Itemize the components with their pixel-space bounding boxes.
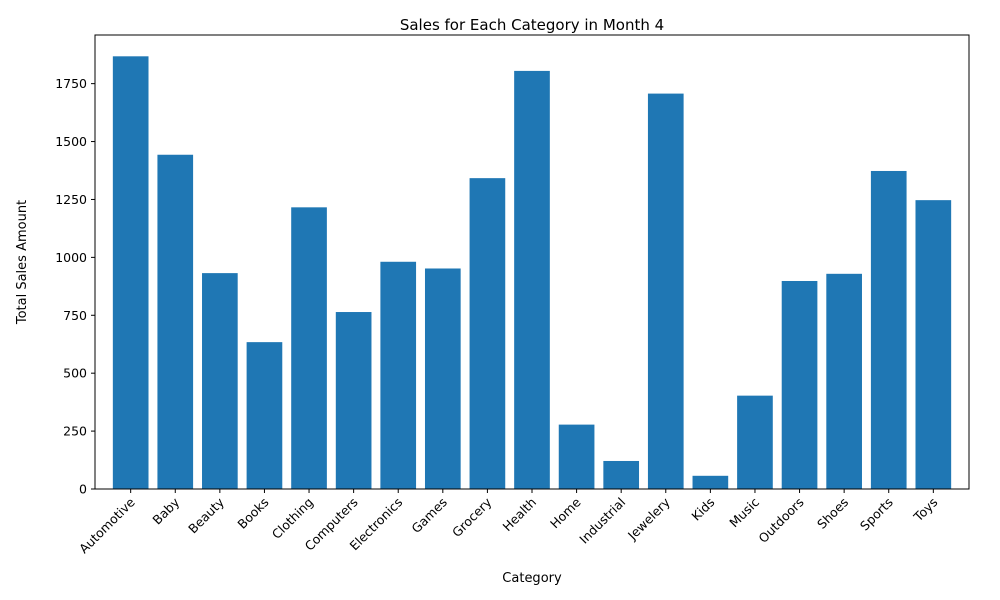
y-tick-label: 1000 — [55, 250, 87, 265]
y-tick-label: 1500 — [55, 134, 87, 149]
bar-music — [737, 395, 773, 489]
bar-jewelery — [647, 93, 684, 489]
bar-shoes — [826, 273, 862, 489]
bar-grocery — [469, 178, 506, 489]
bar-electronics — [380, 261, 417, 489]
y-tick-label: 250 — [63, 424, 87, 439]
bar-computers — [335, 312, 372, 489]
bar-toys — [915, 200, 952, 489]
bar-health — [514, 70, 550, 490]
y-axis-label: Total Sales Amount — [15, 200, 30, 325]
bar-clothing — [291, 207, 327, 489]
plot-frame — [94, 34, 970, 490]
y-tick-label: 1750 — [55, 76, 87, 91]
y-tick-label: 500 — [63, 366, 87, 381]
y-tick-label: 1250 — [55, 192, 87, 207]
bar-industrial — [603, 460, 640, 489]
bar-beauty — [202, 273, 238, 489]
y-axis: 0 250 500 750 1000 1250 1500 1750 — [55, 76, 95, 497]
bar-books — [246, 342, 283, 489]
y-tick-label: 750 — [63, 308, 87, 323]
y-tick-label: 0 — [79, 482, 87, 497]
x-axis-label: Category — [502, 571, 562, 586]
bar-kids — [692, 475, 729, 489]
bar-outdoors — [781, 280, 818, 489]
chart-title: Sales for Each Category in Month 4 — [400, 16, 664, 34]
bars-group — [112, 56, 952, 490]
bar-automotive — [112, 56, 149, 490]
bar-baby — [157, 154, 194, 489]
bar-home — [558, 424, 595, 489]
bar-sports — [870, 170, 907, 489]
bar-games — [424, 268, 461, 489]
